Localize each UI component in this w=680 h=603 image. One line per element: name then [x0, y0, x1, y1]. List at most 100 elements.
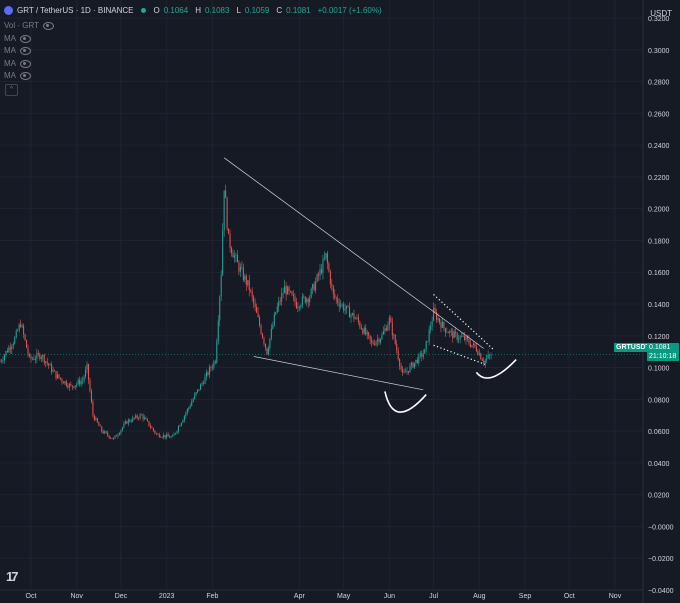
cup-arc-left	[384, 391, 427, 413]
candle-body	[207, 372, 209, 375]
candle-body	[33, 358, 35, 360]
candle-body	[80, 381, 82, 385]
currency-selector[interactable]: USDT	[650, 9, 672, 18]
eye-icon[interactable]	[20, 71, 31, 80]
y-tick-label: 0.2000	[648, 207, 670, 214]
candle-body	[205, 372, 207, 377]
candle-body	[27, 347, 29, 355]
candle-body	[475, 346, 477, 352]
candle-body	[225, 190, 227, 199]
candle-body	[349, 306, 351, 318]
candle-body	[118, 433, 120, 435]
candle-body	[107, 432, 109, 436]
candle-body	[326, 253, 328, 264]
candle-body	[179, 425, 181, 427]
candle-body	[92, 401, 94, 416]
candle-body	[135, 415, 137, 418]
y-tick-label: 0.1000	[648, 366, 670, 373]
candle-body	[332, 285, 334, 295]
indicator-ma-1[interactable]: MA	[4, 34, 31, 43]
candle-body	[285, 285, 287, 295]
candle-body	[409, 365, 411, 373]
candle-body	[452, 330, 454, 339]
candle-body	[456, 333, 458, 340]
change-value: +0.0017 (+1.60%)	[317, 6, 382, 15]
last-price: 0.1081	[649, 344, 671, 351]
indicator-label: MA	[4, 71, 16, 80]
candle-body	[319, 269, 321, 276]
candle-body	[18, 324, 20, 331]
candle-body	[90, 391, 92, 402]
indicator-label: MA	[4, 46, 16, 55]
indicator-ma-2[interactable]: MA	[4, 46, 31, 55]
candle-body	[113, 438, 115, 439]
candle-body	[486, 357, 488, 360]
candle-body	[85, 369, 87, 377]
candle-body	[21, 325, 23, 327]
y-tick-label: 0.1600	[648, 270, 670, 277]
candle-body	[322, 259, 324, 273]
candle-body	[48, 363, 50, 366]
candle-body	[210, 367, 212, 369]
candle-body	[56, 374, 59, 379]
indicator-ma-3[interactable]: MA	[4, 59, 31, 68]
candle-body	[31, 358, 33, 360]
symbol-name[interactable]: GRT / TetherUS · 1D · BINANCE	[17, 6, 134, 15]
candle-body	[462, 336, 464, 337]
candle-body	[195, 392, 197, 395]
eye-icon[interactable]	[20, 34, 31, 43]
candle-body	[362, 329, 364, 334]
candle-body	[287, 286, 289, 295]
candle-body	[422, 353, 424, 357]
descending-resistance	[223, 157, 484, 349]
x-tick-label: Jun	[384, 593, 395, 600]
candle-body	[54, 370, 56, 372]
indicator-volume[interactable]: Vol · GRT	[4, 21, 54, 30]
eye-icon[interactable]	[42, 21, 54, 30]
candle-body	[477, 351, 479, 355]
candle-body	[9, 347, 11, 350]
candle-body	[6, 351, 8, 353]
candle-body	[466, 336, 469, 340]
x-tick-label: Nov	[609, 593, 622, 600]
candle-body	[273, 314, 275, 326]
candle-body	[99, 425, 101, 427]
candle-body	[394, 335, 396, 345]
candle-body	[284, 285, 286, 294]
candle-body	[211, 367, 213, 369]
collapse-indicators-button[interactable]: ^	[5, 84, 18, 96]
candle-body	[229, 234, 231, 248]
y-tick-label: 0.1200	[648, 334, 670, 341]
candle-body	[455, 331, 457, 334]
candle-body	[437, 318, 439, 320]
eye-icon[interactable]	[20, 59, 31, 68]
y-tick-label: 0.2800	[648, 80, 670, 87]
candle-body	[20, 324, 22, 327]
indicator-ma-4[interactable]: MA	[4, 71, 31, 80]
y-tick-label: 0.3200	[648, 16, 670, 23]
candle-body	[378, 339, 380, 343]
eye-icon[interactable]	[20, 46, 31, 55]
candle-body	[458, 339, 460, 340]
candle-body	[98, 422, 100, 426]
tradingview-logo-icon[interactable]: 17	[6, 569, 19, 584]
candle-body	[481, 359, 483, 361]
candle-body	[307, 298, 309, 303]
candle-body	[87, 364, 90, 380]
y-tick-label: 0.1400	[648, 302, 670, 309]
candle-body	[357, 317, 359, 322]
candle-body	[377, 339, 379, 342]
candle-body	[447, 332, 449, 334]
candle-body	[444, 328, 446, 333]
candle-body	[79, 380, 81, 385]
candle-body	[276, 306, 278, 313]
candle-body	[464, 336, 466, 340]
candle-body	[8, 347, 10, 353]
candle-body	[115, 435, 118, 437]
candle-body	[126, 421, 128, 424]
candle-body	[74, 385, 76, 388]
candle-body	[371, 339, 373, 343]
candle-body	[341, 304, 343, 305]
candle-body	[200, 384, 202, 390]
